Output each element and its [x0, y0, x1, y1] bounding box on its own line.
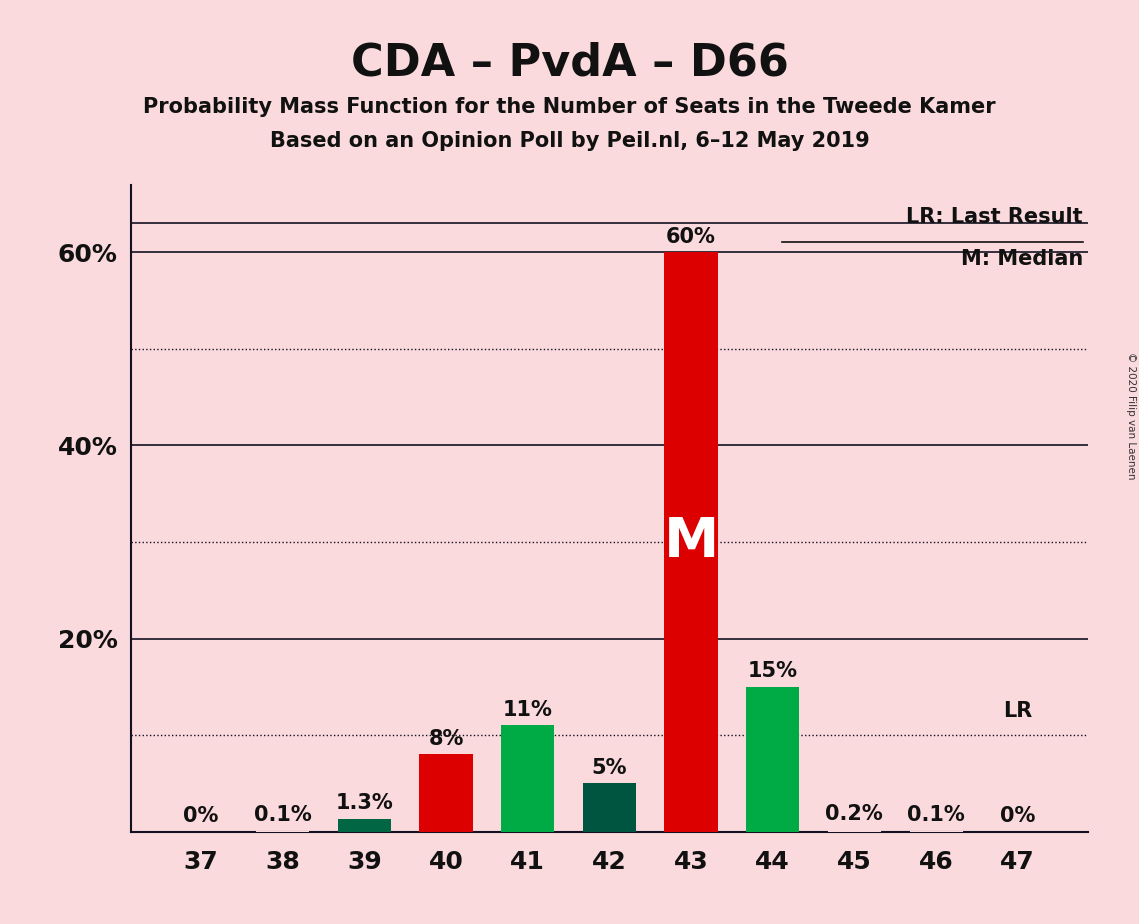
Bar: [664, 252, 718, 832]
Text: 0.1%: 0.1%: [254, 805, 312, 825]
Text: CDA – PvdA – D66: CDA – PvdA – D66: [351, 42, 788, 85]
Text: LR: LR: [1003, 700, 1032, 721]
Text: M: M: [663, 515, 719, 569]
Text: 11%: 11%: [502, 699, 552, 720]
Text: © 2020 Filip van Laenen: © 2020 Filip van Laenen: [1126, 352, 1136, 480]
Text: 0%: 0%: [1000, 806, 1035, 826]
Text: 60%: 60%: [666, 226, 716, 247]
Bar: [583, 784, 636, 832]
Text: 5%: 5%: [591, 758, 628, 777]
Text: 15%: 15%: [747, 661, 797, 681]
Text: Probability Mass Function for the Number of Seats in the Tweede Kamer: Probability Mass Function for the Number…: [144, 97, 995, 117]
Bar: [746, 687, 800, 832]
Bar: [419, 754, 473, 832]
Text: 1.3%: 1.3%: [336, 794, 393, 813]
Text: Based on an Opinion Poll by Peil.nl, 6–12 May 2019: Based on an Opinion Poll by Peil.nl, 6–1…: [270, 131, 869, 152]
Bar: [828, 830, 880, 832]
Bar: [338, 819, 391, 832]
Bar: [256, 831, 309, 832]
Text: 8%: 8%: [428, 729, 464, 748]
Text: 0.2%: 0.2%: [826, 804, 883, 824]
Text: LR: Last Result: LR: Last Result: [907, 208, 1083, 227]
Bar: [501, 725, 555, 832]
Bar: [910, 831, 962, 832]
Text: M: Median: M: Median: [960, 249, 1083, 270]
Text: 0%: 0%: [183, 806, 219, 826]
Text: 0.1%: 0.1%: [907, 805, 965, 825]
